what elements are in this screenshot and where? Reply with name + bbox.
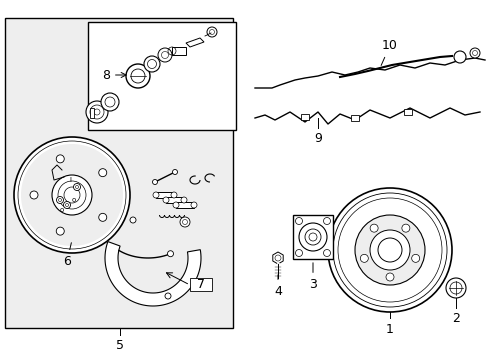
Circle shape [206, 27, 217, 37]
Circle shape [295, 249, 302, 257]
Circle shape [63, 202, 70, 208]
Circle shape [453, 51, 465, 63]
Circle shape [56, 227, 64, 235]
Circle shape [167, 251, 173, 257]
Circle shape [445, 278, 465, 298]
Text: 10: 10 [380, 39, 397, 66]
Circle shape [469, 48, 479, 58]
Circle shape [171, 192, 177, 198]
Text: 9: 9 [313, 132, 321, 145]
Circle shape [73, 184, 81, 190]
Circle shape [173, 202, 179, 208]
Text: I: I [69, 177, 71, 183]
Circle shape [158, 48, 172, 62]
Circle shape [99, 169, 106, 177]
Polygon shape [272, 252, 283, 264]
Circle shape [295, 217, 302, 225]
Circle shape [369, 230, 409, 270]
Circle shape [56, 155, 64, 163]
Text: 5: 5 [116, 339, 124, 352]
Circle shape [385, 273, 393, 281]
Circle shape [14, 137, 130, 253]
Circle shape [153, 192, 159, 198]
Circle shape [360, 255, 367, 262]
Text: o: o [60, 207, 64, 213]
Circle shape [152, 180, 157, 185]
Text: 1: 1 [385, 323, 393, 336]
Text: 2: 2 [451, 312, 459, 325]
Bar [176, 202, 194, 208]
Bar [403, 109, 411, 115]
Circle shape [143, 56, 160, 72]
Bar [301, 114, 308, 120]
Text: 7: 7 [197, 279, 204, 292]
Bar [172, 47, 185, 55]
Bar [90, 108, 94, 118]
Circle shape [101, 93, 119, 111]
Circle shape [30, 191, 38, 199]
Circle shape [126, 64, 150, 88]
Circle shape [323, 249, 330, 257]
Circle shape [52, 175, 92, 215]
Text: o: o [72, 197, 76, 203]
Polygon shape [185, 38, 203, 47]
Text: 6: 6 [63, 243, 71, 268]
Circle shape [369, 224, 377, 232]
Bar [165, 197, 183, 203]
Text: 3: 3 [308, 263, 316, 291]
Circle shape [377, 238, 401, 262]
Circle shape [172, 170, 177, 175]
Circle shape [191, 202, 197, 208]
Bar [156, 192, 174, 198]
Circle shape [180, 217, 190, 227]
Circle shape [130, 217, 136, 223]
Circle shape [411, 255, 419, 262]
Bar [88, 22, 236, 130]
Circle shape [354, 215, 424, 285]
Text: 4: 4 [273, 275, 282, 298]
Circle shape [327, 188, 451, 312]
Circle shape [86, 101, 108, 123]
Text: 8: 8 [102, 68, 126, 81]
Circle shape [21, 144, 123, 246]
Bar [190, 278, 212, 291]
Circle shape [401, 224, 409, 232]
Bar [5, 18, 232, 328]
Circle shape [323, 217, 330, 225]
Polygon shape [105, 242, 201, 306]
Bar [350, 115, 358, 121]
Circle shape [181, 197, 186, 203]
Circle shape [164, 293, 171, 299]
Circle shape [99, 213, 106, 221]
Circle shape [163, 197, 169, 203]
Circle shape [57, 197, 63, 203]
Bar [292, 215, 332, 259]
